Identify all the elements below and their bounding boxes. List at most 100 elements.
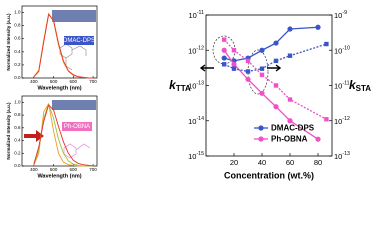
tick-label: 0.4 (14, 49, 21, 54)
tick-base: 10 (334, 152, 342, 161)
tick-base: 1.0 (14, 10, 21, 15)
tick-label: 0.0 (14, 75, 21, 80)
point (222, 37, 227, 42)
legend-marker (258, 136, 264, 142)
point (315, 24, 321, 30)
molecule-sketch (63, 143, 91, 159)
tick-base: 0.0 (14, 163, 21, 168)
spectrum-line (33, 103, 94, 167)
tick-label: 700 (89, 167, 97, 172)
tick-label: 0.2 (14, 150, 21, 155)
point (273, 83, 279, 88)
arrow (267, 64, 282, 72)
y2-label-symbol: k (349, 78, 357, 92)
tick-label: 0.6 (14, 36, 21, 41)
tick-label: 600 (70, 79, 78, 84)
spectrum-line (33, 103, 94, 167)
point (324, 41, 329, 47)
point (259, 66, 265, 71)
x-axis-label: Concentration (wt.%) (224, 170, 314, 180)
tick-base: 10 (334, 11, 342, 20)
tick-base: 0.6 (14, 125, 21, 130)
tick-base: 10 (188, 11, 196, 20)
point (273, 104, 279, 110)
y-axis-label: kTTA (169, 78, 191, 93)
point (231, 61, 237, 67)
point (259, 90, 265, 96)
legend-marker (258, 125, 264, 131)
tick-base: 10 (188, 152, 196, 161)
tick-label: 700 (89, 79, 97, 84)
tick-base: 0.8 (14, 112, 21, 117)
tick-label: 10-13 (188, 81, 204, 91)
point (287, 118, 293, 124)
tick-base: 0.2 (14, 150, 21, 155)
tick-exponent: -13 (342, 151, 350, 157)
x-axis-label: Wavelength (nm) (37, 85, 81, 91)
tick-label: 1.0 (14, 100, 21, 105)
inset-image (52, 10, 96, 22)
figure: DMAC-DPS Ph-OBNA 400 500 600 700 0.0 0.2 0.4 0.… (6, 5, 371, 180)
tick-label: 10-12 (188, 46, 204, 56)
point (245, 69, 251, 74)
tick-exponent: -10 (342, 46, 350, 52)
spectrum-line (33, 14, 94, 79)
tick-label: 60 (286, 158, 294, 167)
molecule-sketch (59, 43, 87, 71)
y-axis-label: Normalized Intensity (a.u.) (6, 102, 11, 160)
legend-label: Ph-OBNA (271, 135, 308, 144)
point (259, 72, 265, 78)
tick-label: 80 (314, 158, 322, 167)
point (221, 55, 227, 61)
point (273, 40, 279, 46)
y-axis-label: Normalized Intensity (a.u.) (6, 13, 11, 71)
tick-exponent: -14 (196, 116, 204, 122)
tick-base: 10 (188, 117, 196, 126)
tick-exponent: -15 (196, 151, 204, 157)
plot-frame (21, 95, 98, 167)
tick-label: 40 (258, 158, 266, 167)
tick-base: 1.0 (14, 100, 21, 105)
tick-label: 10-11 (188, 10, 204, 20)
inset-image (52, 100, 96, 110)
tick-base: 10 (188, 46, 196, 55)
tick-label: 10-13 (334, 151, 350, 161)
point (287, 53, 293, 58)
tick-label: 20 (230, 158, 238, 167)
tick-label: 1.0 (14, 10, 21, 15)
tick-base: 0.2 (14, 62, 21, 67)
panel-label: DMAC-DPS (63, 38, 95, 44)
point (231, 66, 237, 71)
point (287, 97, 293, 102)
point (324, 117, 329, 122)
tick-label: 500 (50, 167, 58, 172)
tick-label: 500 (50, 79, 58, 84)
legend-label: DMAC-DPS (271, 124, 315, 133)
plot-frame (21, 5, 98, 79)
point (231, 48, 237, 53)
tick-exponent: -12 (342, 116, 350, 122)
tick-base: 0.8 (14, 23, 21, 28)
point (245, 58, 251, 64)
tick-base: 10 (188, 81, 196, 90)
label-box (64, 36, 94, 45)
y-label-sub: TTA (176, 84, 191, 93)
tick-label: 10-12 (334, 116, 350, 126)
tick-label: 400 (30, 79, 38, 84)
tick-exponent: -13 (196, 81, 204, 87)
tick-label: 0.0 (14, 163, 21, 168)
tick-base: 10 (334, 117, 342, 126)
point (287, 26, 293, 32)
tick-label: 10-11 (334, 81, 350, 91)
point (259, 47, 265, 53)
tick-label: 400 (30, 167, 38, 172)
tick-base: 10 (334, 46, 342, 55)
point (222, 62, 227, 67)
tick-exponent: -11 (342, 81, 349, 87)
tick-label: 10-15 (188, 151, 204, 161)
tick-base: 0.4 (14, 138, 21, 143)
tick-base: 0.4 (14, 49, 21, 54)
tick-exponent: -9 (342, 10, 347, 16)
tick-base: 10 (334, 81, 342, 90)
tick-label: 0.6 (14, 125, 21, 130)
